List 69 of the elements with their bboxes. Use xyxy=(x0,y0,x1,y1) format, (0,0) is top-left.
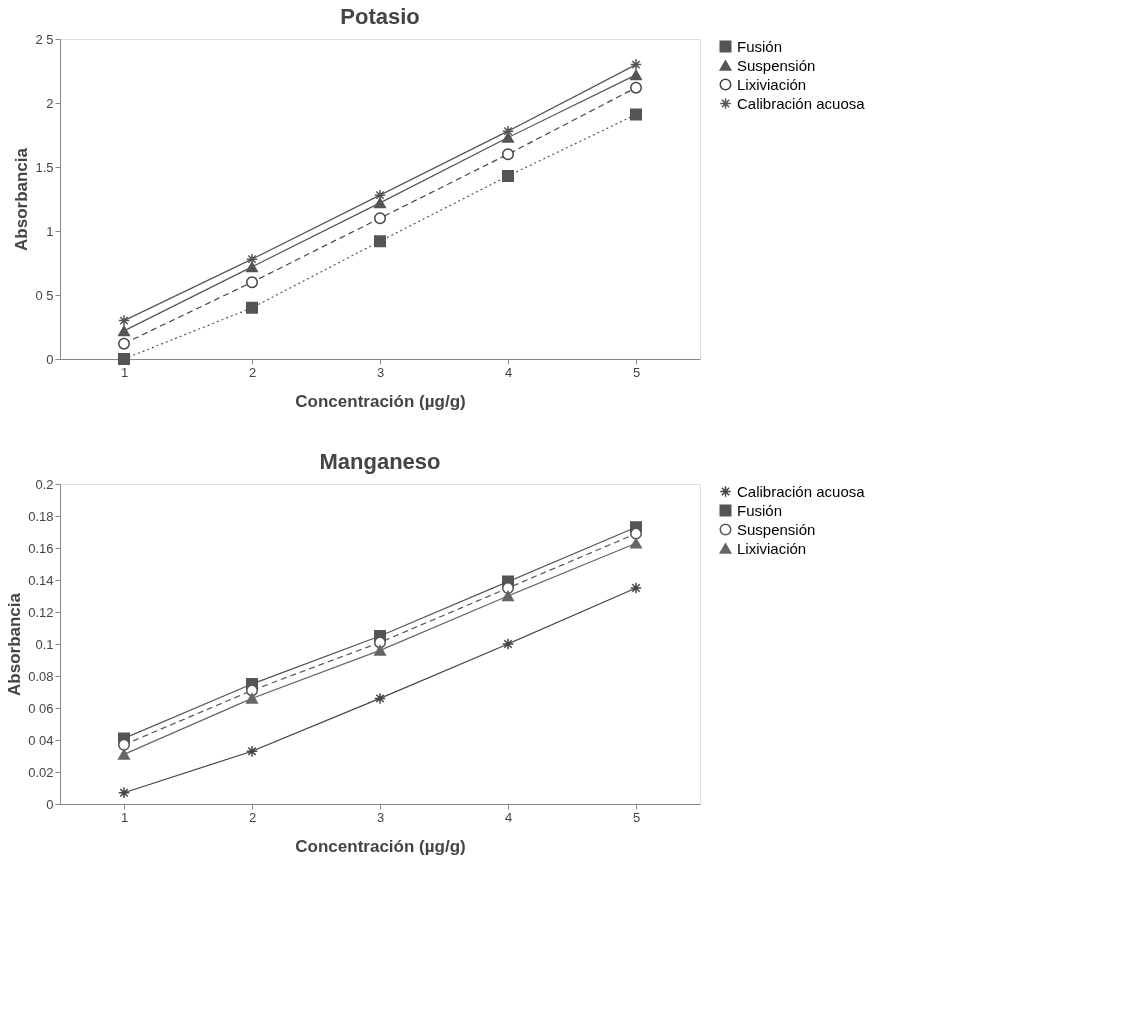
point xyxy=(246,745,258,758)
point xyxy=(502,148,514,161)
x-tick-label: 3 xyxy=(376,364,385,380)
point xyxy=(630,108,642,121)
point xyxy=(246,276,258,289)
y-tick-label: 0.18 xyxy=(28,508,54,524)
y-tick-label: 0.1 xyxy=(35,636,54,652)
y-tick-label: 2 5 xyxy=(35,31,54,47)
y-tick-label: 1.5 xyxy=(35,159,54,175)
point xyxy=(502,169,514,182)
legend-label: Fusión xyxy=(737,501,783,519)
point xyxy=(502,590,514,602)
x-tick-label: 3 xyxy=(376,809,385,825)
x-tick-label: 5 xyxy=(632,809,641,825)
point xyxy=(502,638,514,650)
x-axis-title: Concentración (µg/g) xyxy=(295,836,466,856)
point xyxy=(118,337,130,350)
y-tick-label: 0.02 xyxy=(28,764,54,780)
point xyxy=(502,582,514,594)
point xyxy=(502,132,514,143)
point xyxy=(118,749,130,760)
y-tick-label: 2 xyxy=(46,95,54,111)
legend-label: Suspensión xyxy=(737,56,816,74)
y-axis-title: Absorbancia xyxy=(12,147,32,251)
x-axis-title: Concentración (µg/g) xyxy=(295,391,466,411)
point xyxy=(118,325,130,337)
point xyxy=(374,212,386,225)
point xyxy=(246,261,258,273)
point xyxy=(630,69,642,81)
y-tick-label: 0.2 xyxy=(35,476,54,492)
x-tick-label: 1 xyxy=(120,364,129,380)
legend-label: Lixiviación xyxy=(737,539,807,557)
point xyxy=(630,582,642,594)
x-tick-label: 4 xyxy=(504,364,513,380)
y-tick-label: 0 xyxy=(46,796,54,812)
y-tick-label: 0 04 xyxy=(28,732,54,748)
point xyxy=(374,235,386,248)
legend-label: Calibración acuosa xyxy=(737,94,866,112)
point xyxy=(246,301,258,314)
chart-title: Manganeso xyxy=(319,449,441,474)
legend-label: Lixiviación xyxy=(737,75,807,93)
y-tick-label: 0.14 xyxy=(28,572,54,588)
x-tick-label: 2 xyxy=(248,809,257,825)
y-tick-label: 0 5 xyxy=(35,287,54,303)
x-tick-label: 4 xyxy=(504,809,513,825)
point xyxy=(118,353,130,365)
point xyxy=(374,197,386,209)
point xyxy=(630,537,642,549)
point xyxy=(630,81,642,94)
point xyxy=(246,693,258,704)
y-tick-label: 0.12 xyxy=(28,604,54,620)
point xyxy=(374,692,386,705)
point xyxy=(374,645,386,656)
y-tick-label: 1 xyxy=(46,223,54,239)
x-tick-label: 1 xyxy=(120,809,129,825)
chart-title: Potasio xyxy=(340,4,420,29)
x-tick-label: 2 xyxy=(248,364,257,380)
legend-label: Suspensión xyxy=(737,520,816,538)
point xyxy=(118,786,130,799)
point xyxy=(118,314,130,327)
y-tick-label: 0.16 xyxy=(28,540,54,556)
y-tick-label: 0 06 xyxy=(28,700,54,716)
legend-label: Calibración acuosa xyxy=(737,482,866,500)
y-tick-label: 0.08 xyxy=(28,668,54,684)
x-tick-label: 5 xyxy=(632,364,641,380)
y-tick-label: 0 xyxy=(46,351,54,367)
legend-label: Fusión xyxy=(737,37,783,55)
point xyxy=(630,58,642,71)
y-axis-title: Absorbancia xyxy=(5,592,25,696)
